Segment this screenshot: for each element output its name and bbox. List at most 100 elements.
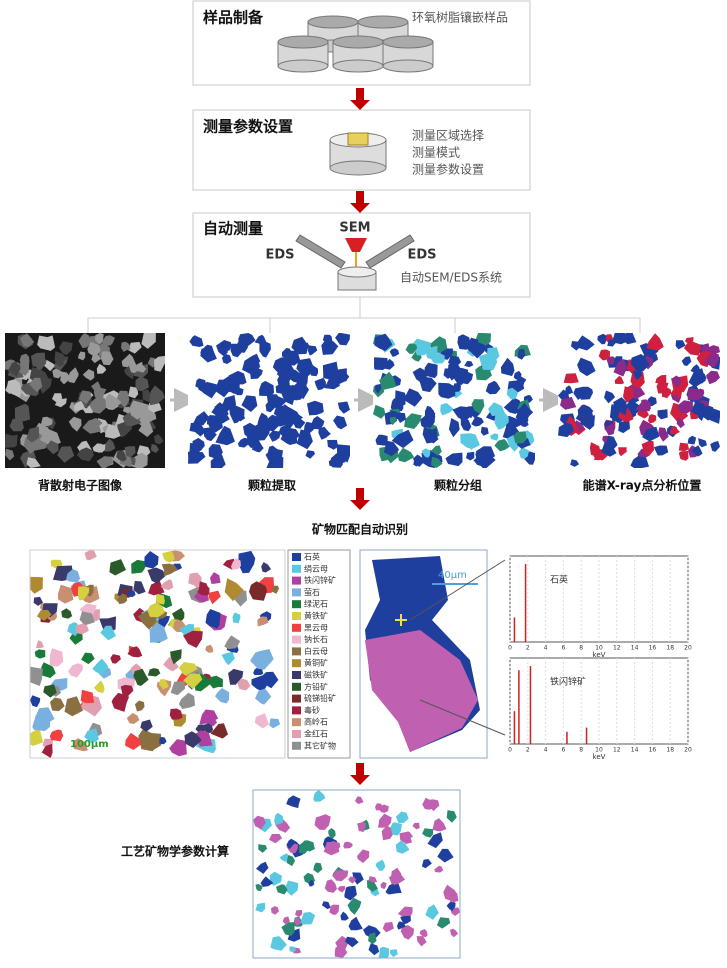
legend-swatch xyxy=(292,671,301,679)
particle xyxy=(269,718,281,729)
particle xyxy=(14,403,31,423)
particle xyxy=(698,438,707,448)
x-tick-label: 6 xyxy=(561,747,565,754)
particle xyxy=(700,343,710,352)
particle xyxy=(138,416,152,431)
particle xyxy=(448,893,459,903)
particle xyxy=(39,428,61,447)
particle xyxy=(460,418,472,432)
particle xyxy=(613,359,628,377)
particle xyxy=(257,671,279,689)
particle xyxy=(82,418,102,434)
particle xyxy=(35,707,55,725)
particle xyxy=(391,429,414,449)
particle xyxy=(695,388,705,399)
particle xyxy=(613,397,628,416)
particle xyxy=(231,558,241,570)
step-note: 环氧树脂镶嵌样品 xyxy=(412,10,508,25)
particle xyxy=(268,430,281,442)
particle xyxy=(155,594,165,605)
particle xyxy=(178,692,195,709)
particle xyxy=(68,367,79,384)
x-tick-label: 16 xyxy=(649,645,657,652)
particle xyxy=(144,551,159,569)
x-tick-label: 18 xyxy=(666,645,674,652)
particle xyxy=(421,448,431,458)
particle xyxy=(170,649,182,665)
x-tick-label: 8 xyxy=(579,645,583,652)
particle xyxy=(267,445,278,458)
particle xyxy=(254,334,267,346)
step-note: 测量参数设置 xyxy=(412,162,484,177)
particle xyxy=(42,360,56,372)
particle xyxy=(343,841,353,849)
particle xyxy=(518,447,530,460)
particle xyxy=(126,713,140,724)
particle xyxy=(241,395,258,412)
particle xyxy=(111,426,119,436)
particle xyxy=(121,341,131,352)
particle xyxy=(41,743,53,758)
particle xyxy=(234,412,246,422)
x-tick-label: 8 xyxy=(579,747,583,754)
particle xyxy=(41,662,56,678)
particle xyxy=(658,427,669,442)
particle xyxy=(147,668,161,677)
x-tick-label: 12 xyxy=(613,747,621,754)
x-tick-label: 10 xyxy=(595,645,603,652)
particle xyxy=(618,447,627,457)
legend-label: 硫锑铅矿 xyxy=(304,693,336,703)
particle xyxy=(466,451,475,461)
particle xyxy=(105,393,122,410)
particle xyxy=(337,401,350,414)
particle xyxy=(368,943,380,956)
particle xyxy=(215,425,235,446)
particle xyxy=(675,340,686,350)
particle xyxy=(333,415,348,430)
particle xyxy=(68,416,82,432)
particle xyxy=(422,797,434,810)
particle xyxy=(669,425,680,435)
sem-label: SEM xyxy=(339,221,370,236)
particle xyxy=(282,916,290,925)
particle xyxy=(412,454,426,467)
particle xyxy=(289,946,297,953)
particle xyxy=(653,445,669,456)
particle xyxy=(238,550,256,574)
particle xyxy=(5,433,18,448)
eds-label: EDS xyxy=(407,248,436,263)
particle xyxy=(324,879,337,893)
particle xyxy=(459,370,474,385)
particle xyxy=(391,395,406,408)
particle xyxy=(188,450,201,464)
particle xyxy=(257,616,269,627)
particle xyxy=(149,622,168,643)
particle xyxy=(205,609,221,629)
particle xyxy=(49,729,64,742)
particle xyxy=(708,345,720,355)
particle xyxy=(313,790,326,802)
particle xyxy=(75,623,89,635)
particle xyxy=(460,433,480,450)
particle xyxy=(161,563,178,577)
particle xyxy=(424,410,436,423)
particle xyxy=(577,335,595,351)
particle xyxy=(120,684,134,698)
particle xyxy=(286,795,301,809)
particle xyxy=(84,550,97,560)
sample-icon xyxy=(332,35,384,49)
particle xyxy=(210,723,228,739)
arrows xyxy=(350,88,370,785)
legend-swatch xyxy=(292,659,301,668)
particle xyxy=(102,335,115,346)
particle xyxy=(159,736,167,745)
particle xyxy=(81,652,95,665)
particle xyxy=(477,334,489,346)
legend-label: 绿泥石 xyxy=(304,600,328,609)
particle xyxy=(184,731,202,748)
particle xyxy=(92,396,106,412)
particle xyxy=(329,904,340,915)
particle xyxy=(374,333,393,352)
particle xyxy=(419,929,428,938)
